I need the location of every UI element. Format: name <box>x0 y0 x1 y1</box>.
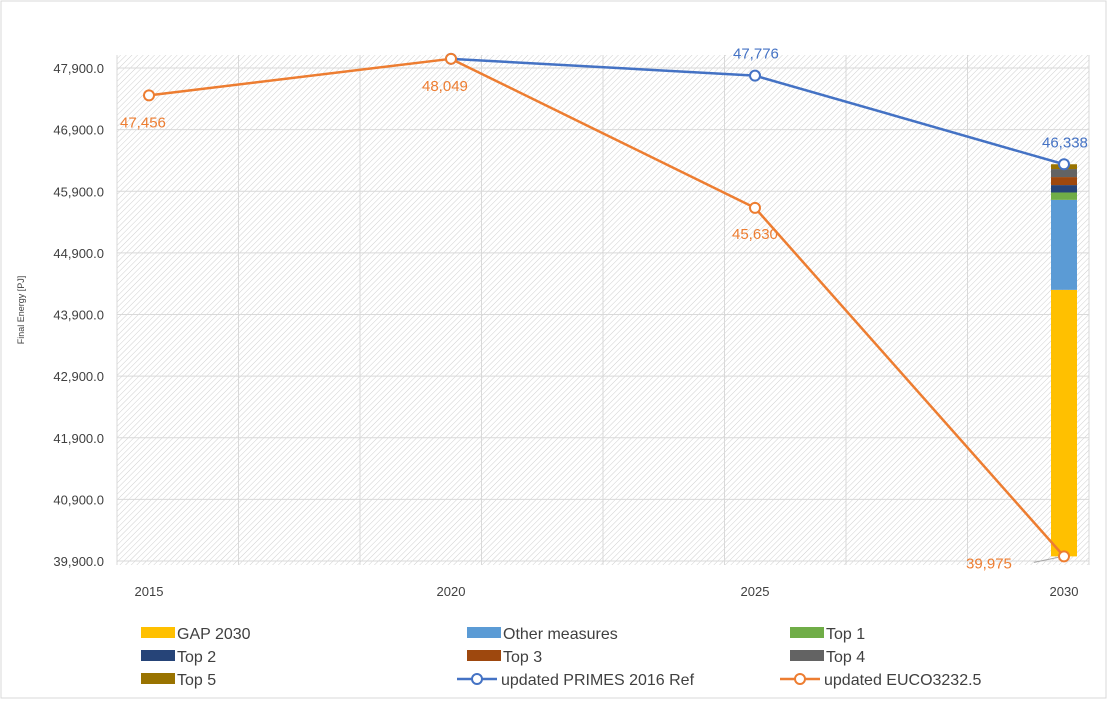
y-tick-label: 47,900.0 <box>53 61 104 76</box>
x-tick-label: 2030 <box>1050 584 1079 599</box>
legend-label-other-measures: Other measures <box>503 626 618 643</box>
x-axis-ticks: 2015 2020 2025 2030 <box>135 584 1079 599</box>
bar-segment-top-3 <box>1051 177 1077 186</box>
bar-segment-gap-2030 <box>1051 289 1077 557</box>
data-label: 47,456 <box>120 114 166 131</box>
x-tick-label: 2015 <box>135 584 164 599</box>
bar-segment-top-2 <box>1051 185 1077 193</box>
y-tick-label: 39,900.0 <box>53 554 104 569</box>
legend-swatch-other-measures <box>467 627 501 638</box>
legend-label-top-5: Top 5 <box>177 672 216 689</box>
marker-updated-euco3232-5 <box>143 89 155 102</box>
marker-updated-primes-2016-ref <box>1058 158 1070 171</box>
marker-updated-euco3232-5 <box>749 201 761 214</box>
legend-marker-updated-primes-2016-ref <box>471 673 483 685</box>
y-tick-label: 42,900.0 <box>53 369 104 384</box>
legend-swatch-top-5 <box>141 673 175 684</box>
legend-label-gap-2030: GAP 2030 <box>177 626 251 643</box>
data-label: 47,776 <box>733 46 779 63</box>
bar-segment-top-1 <box>1051 192 1077 200</box>
y-tick-label: 44,900.0 <box>53 246 104 261</box>
legend-swatch-gap-2030 <box>141 627 175 638</box>
data-label: 48,049 <box>422 78 468 95</box>
marker-updated-primes-2016-ref <box>749 69 761 82</box>
y-tick-label: 41,900.0 <box>53 431 104 446</box>
data-labels: 47,776 46,338 47,456 48,049 45,630 39,975 <box>120 46 1088 573</box>
legend-swatch-top-1 <box>790 627 824 638</box>
data-label: 46,338 <box>1042 134 1088 151</box>
bar-segment-other-measures <box>1051 199 1077 290</box>
legend-label-updated-euco3232-5: updated EUCO3232.5 <box>824 672 982 689</box>
y-tick-label: 45,900.0 <box>53 184 104 199</box>
data-label-leader <box>1033 556 1059 563</box>
y-tick-label: 46,900.0 <box>53 123 104 138</box>
data-label: 45,630 <box>732 226 778 243</box>
legend: GAP 2030 Other measures Top 1 Top 2 Top 3 Top… <box>141 626 982 689</box>
legend-label-top-3: Top 3 <box>503 649 542 666</box>
y-tick-label: 43,900.0 <box>53 308 104 323</box>
stacked-bar-2030 <box>1051 164 1077 557</box>
x-tick-label: 2025 <box>741 584 770 599</box>
marker-updated-euco3232-5 <box>1058 550 1070 563</box>
legend-swatch-top-4 <box>790 650 824 661</box>
y-tick-label: 40,900.0 <box>53 492 104 507</box>
legend-label-top-2: Top 2 <box>177 649 216 666</box>
line-updated-euco3232-5 <box>148 57 1065 558</box>
series-lines <box>143 52 1070 563</box>
marker-updated-euco3232-5 <box>445 52 457 65</box>
data-label: 39,975 <box>966 555 1012 572</box>
legend-label-top-1: Top 1 <box>826 626 865 643</box>
legend-marker-updated-euco3232-5 <box>794 673 806 685</box>
legend-label-updated-primes-2016-ref: updated PRIMES 2016 Ref <box>501 672 695 689</box>
bar-segment-top-4 <box>1051 169 1077 178</box>
legend-swatch-top-3 <box>467 650 501 661</box>
x-tick-label: 2020 <box>437 584 466 599</box>
legend-swatch-top-2 <box>141 650 175 661</box>
legend-label-top-4: Top 4 <box>826 649 865 666</box>
y-axis-ticks: 39,900.0 40,900.0 41,900.0 42,900.0 43,900.0… <box>53 61 104 569</box>
y-axis-label: Final Energy [PJ] <box>16 276 26 345</box>
